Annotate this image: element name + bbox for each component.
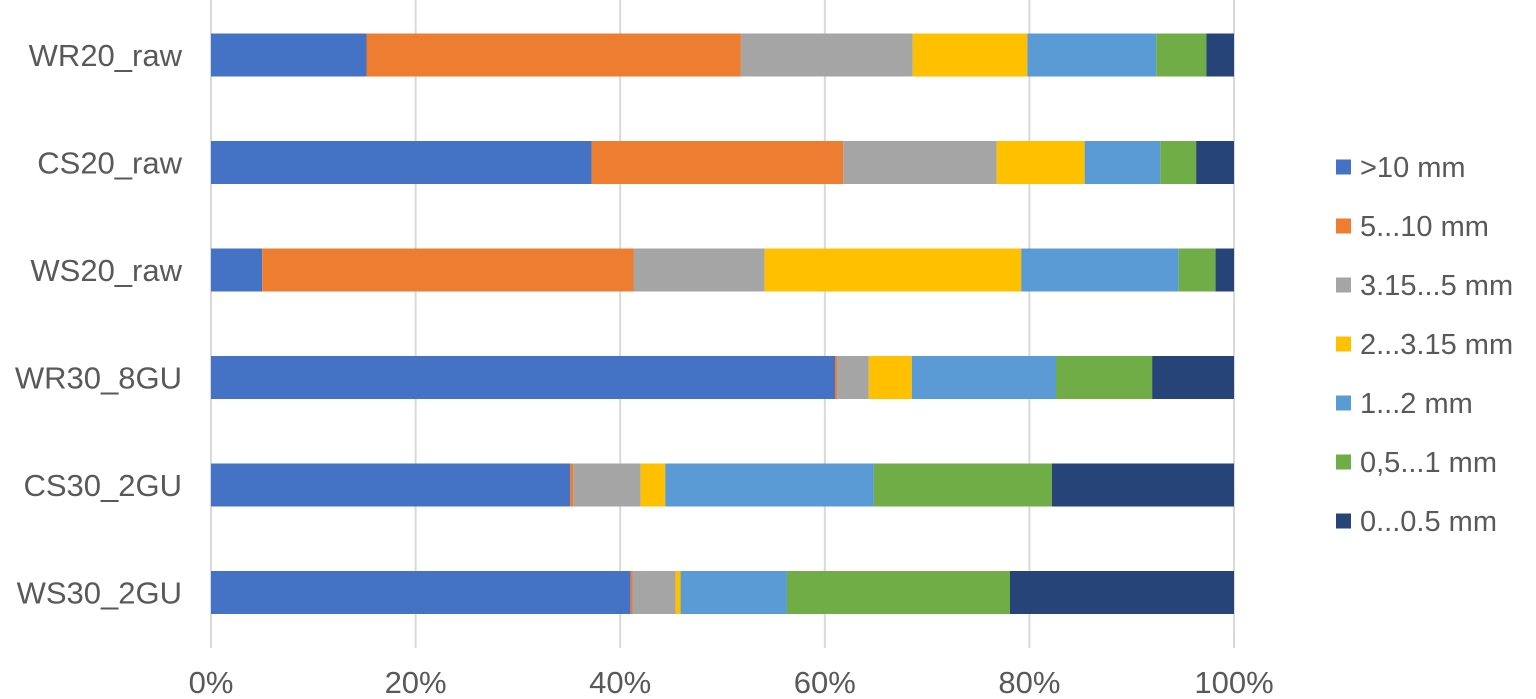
legend-swatch (1336, 159, 1351, 175)
bar-segment-WS30_2GU-4 (680, 571, 787, 614)
bar-segment-WS20_raw-5 (1178, 248, 1216, 292)
bar-segment-WR30_8GU-6 (1152, 356, 1234, 399)
bar-segment-WS30_2GU-5 (786, 571, 1010, 614)
legend-swatch (1336, 513, 1351, 529)
bar-segment-CS30_2GU-3 (640, 463, 666, 507)
legend-swatch (1336, 454, 1351, 470)
category-label: CS20_raw (37, 146, 182, 181)
category-label: WR30_8GU (15, 361, 182, 396)
legend-label: 5...10 mm (1360, 211, 1489, 243)
legend-swatch (1336, 395, 1351, 411)
bar-segment-WR20_raw-6 (1206, 33, 1234, 77)
bar-segment-WR20_raw-1 (366, 33, 741, 77)
bar-segment-WR30_8GU-4 (911, 356, 1056, 399)
x-tick-label: 80% (998, 665, 1060, 699)
bar-segment-WR20_raw-5 (1156, 33, 1207, 77)
x-tick-label: 0% (189, 665, 234, 699)
legend-swatch (1336, 218, 1351, 234)
category-label: WR20_raw (29, 38, 183, 73)
bar-segment-WS20_raw-6 (1215, 248, 1234, 292)
bar-segment-WS20_raw-2 (633, 248, 765, 292)
x-tick-label: 40% (589, 665, 651, 699)
bar-segment-WR30_8GU-0 (211, 356, 836, 399)
bar-segment-CS20_raw-0 (211, 141, 592, 184)
legend-label: >10 mm (1360, 152, 1466, 184)
x-tick-label: 100% (1194, 665, 1273, 699)
legend-swatch (1336, 336, 1351, 352)
bar-segment-CS20_raw-2 (843, 141, 997, 184)
bar-segment-WR20_raw-4 (1027, 33, 1157, 77)
x-tick-label: 60% (794, 665, 856, 699)
category-label: WS30_2GU (17, 576, 182, 611)
category-label: CS30_2GU (23, 468, 182, 503)
legend: >10 mm 5...10 mm 3.15...5 mm 2...3.15 mm 1..… (1336, 152, 1513, 538)
legend-label: 3.15...5 mm (1360, 270, 1513, 302)
bar-segment-WR30_8GU-5 (1055, 356, 1153, 399)
bar-segment-WS20_raw-0 (211, 248, 263, 292)
bar-segment-WR20_raw-3 (912, 33, 1028, 77)
bars (211, 33, 1234, 614)
bar-segment-WS30_2GU-0 (211, 571, 631, 614)
bar-segment-WS30_2GU-2 (632, 571, 676, 614)
bar-segment-WS20_raw-4 (1021, 248, 1179, 292)
bar-segment-CS20_raw-6 (1196, 141, 1234, 184)
bar-segment-CS20_raw-1 (591, 141, 844, 184)
category-axis: WR20_raw CS20_raw WS20_raw WR30_8GU CS30_2GU… (15, 38, 183, 611)
bar-segment-WR20_raw-0 (211, 33, 367, 77)
bar-segment-WS20_raw-3 (764, 248, 1022, 292)
bar-segment-CS30_2GU-0 (211, 463, 571, 507)
legend-label: 1...2 mm (1360, 388, 1473, 420)
bar-segment-WS30_2GU-3 (675, 571, 681, 614)
legend-swatch (1336, 277, 1351, 293)
bar-segment-WR30_8GU-1 (835, 356, 838, 399)
bar-segment-WS20_raw-1 (262, 248, 634, 292)
bar-segment-CS30_2GU-5 (873, 463, 1052, 507)
legend-label: 0,5...1 mm (1360, 447, 1497, 479)
legend-label: 2...3.15 mm (1360, 329, 1513, 361)
x-tick-label: 20% (385, 665, 447, 699)
bar-segment-WS30_2GU-6 (1009, 571, 1234, 614)
bar-segment-CS30_2GU-4 (665, 463, 874, 507)
bar-segment-CS20_raw-3 (996, 141, 1085, 184)
legend-label: 0...0.5 mm (1360, 506, 1497, 538)
bar-segment-WS30_2GU-1 (630, 571, 633, 614)
gridlines (210, 0, 1235, 648)
bar-segment-CS20_raw-5 (1160, 141, 1197, 184)
bar-segment-CS30_2GU-2 (573, 463, 641, 507)
bar-segment-WR30_8GU-2 (837, 356, 869, 399)
bar-segment-WR20_raw-2 (740, 33, 913, 77)
bar-segment-WR30_8GU-3 (868, 356, 912, 399)
bar-segment-CS30_2GU-1 (570, 463, 574, 507)
category-label: WS20_raw (30, 253, 182, 288)
bar-segment-CS20_raw-4 (1084, 141, 1161, 184)
value-axis: 0% 20% 40% 60% 80% 100% (189, 665, 1274, 699)
bar-segment-CS30_2GU-6 (1051, 463, 1234, 507)
